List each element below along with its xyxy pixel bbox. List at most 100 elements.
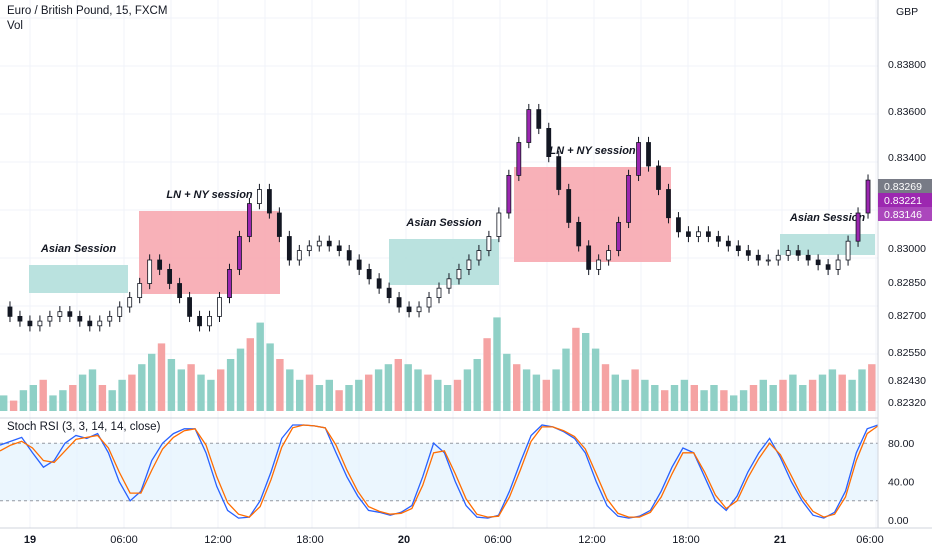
volume-bar bbox=[769, 385, 777, 411]
time-tick: 06:00 bbox=[856, 534, 884, 546]
volume-bar bbox=[868, 364, 876, 411]
volume-bar bbox=[651, 385, 659, 411]
stoch-rsi-title: Stoch RSI (3, 3, 14, 14, close) bbox=[7, 421, 161, 433]
volume-bar bbox=[661, 390, 669, 411]
volume-bar bbox=[799, 385, 807, 411]
candle-body bbox=[586, 245, 592, 270]
candle-body bbox=[715, 236, 721, 242]
volume-bar bbox=[670, 385, 679, 411]
volume-bar bbox=[493, 317, 501, 411]
volume-bar bbox=[789, 374, 797, 411]
candle-body bbox=[486, 236, 492, 251]
volume-bar bbox=[591, 348, 600, 411]
candle-body bbox=[7, 306, 13, 317]
time-tick: 20 bbox=[398, 534, 410, 546]
session-box bbox=[389, 239, 499, 285]
candle-body bbox=[167, 268, 173, 284]
volume-bar bbox=[808, 379, 817, 411]
candle-body bbox=[336, 245, 342, 251]
candle-body bbox=[37, 320, 43, 327]
candle-body bbox=[506, 174, 512, 214]
candle-body bbox=[476, 250, 482, 261]
candle-body bbox=[406, 306, 412, 313]
volume-bar bbox=[335, 390, 343, 411]
candle-body bbox=[346, 250, 352, 261]
candle-body bbox=[636, 142, 641, 176]
stoch-d-line bbox=[0, 424, 879, 518]
volume-label: Vol bbox=[7, 20, 23, 32]
candle-body bbox=[137, 283, 143, 298]
volume-bar bbox=[858, 369, 866, 411]
volume-bar bbox=[394, 359, 402, 411]
candle-body bbox=[257, 189, 262, 204]
candle-body bbox=[266, 189, 272, 214]
candle-body bbox=[177, 283, 182, 298]
candle-body bbox=[47, 315, 53, 322]
candle-body bbox=[606, 250, 612, 261]
session-box bbox=[29, 265, 128, 293]
candle-body bbox=[556, 156, 562, 190]
volume-bar bbox=[246, 338, 254, 411]
volume-bar bbox=[266, 343, 274, 411]
candle-body bbox=[755, 254, 761, 261]
volume-bar bbox=[98, 385, 107, 411]
volume-bar bbox=[700, 390, 708, 411]
volume-bar bbox=[424, 374, 432, 411]
volume-bar bbox=[828, 369, 837, 411]
candle-body bbox=[765, 259, 771, 262]
currency-label: GBP bbox=[893, 6, 922, 18]
volume-bar bbox=[226, 359, 235, 411]
candle-body bbox=[646, 142, 651, 167]
candle-body bbox=[566, 189, 572, 223]
volume-bar bbox=[483, 338, 491, 411]
volume-bar bbox=[9, 400, 18, 411]
candle-body bbox=[326, 240, 332, 247]
volume-bar bbox=[345, 385, 353, 411]
candle-body bbox=[696, 231, 701, 237]
volume-bar bbox=[78, 374, 87, 411]
volume-bar bbox=[621, 379, 629, 411]
time-tick: 18:00 bbox=[672, 534, 700, 546]
price-tick: 0.82700 bbox=[888, 310, 926, 322]
time-tick: 19 bbox=[24, 534, 36, 546]
volume-bar bbox=[39, 379, 47, 411]
volume-bar bbox=[611, 374, 619, 411]
price-badge bbox=[878, 193, 932, 207]
candle-body bbox=[366, 268, 372, 280]
candle-body bbox=[436, 287, 442, 299]
price-tick: 0.82850 bbox=[888, 277, 926, 289]
volume-bar bbox=[463, 369, 472, 411]
candle-body bbox=[705, 231, 711, 237]
candle-body bbox=[576, 221, 582, 247]
volume-bar bbox=[641, 379, 649, 411]
volume-bar bbox=[631, 369, 639, 411]
volume-bar bbox=[532, 374, 541, 411]
session-box bbox=[139, 211, 280, 294]
candle-body bbox=[77, 315, 83, 322]
volume-bar bbox=[69, 385, 77, 411]
candle-body bbox=[217, 297, 222, 317]
candle-body bbox=[416, 306, 422, 313]
candle-body bbox=[526, 109, 532, 143]
time-tick: 06:00 bbox=[110, 534, 138, 546]
volume-bar bbox=[710, 385, 718, 411]
stoch-tick: 40.00 bbox=[888, 477, 914, 489]
volume-bar bbox=[552, 369, 560, 411]
volume-bar bbox=[414, 369, 422, 411]
candle-body bbox=[386, 287, 392, 299]
candle-body bbox=[396, 297, 402, 308]
candle-body bbox=[835, 259, 841, 270]
volume-bar bbox=[0, 395, 8, 411]
candle-body bbox=[656, 165, 661, 190]
candle-body bbox=[426, 297, 432, 308]
volume-bar bbox=[522, 369, 531, 411]
volume-bar bbox=[374, 369, 383, 411]
candle-body bbox=[446, 278, 452, 289]
volume-bar bbox=[453, 379, 462, 411]
candle-body bbox=[97, 320, 103, 327]
session-label: Asian Session bbox=[405, 217, 481, 229]
symbol-title: Euro / British Pound, 15, FXCM bbox=[7, 5, 168, 17]
volume-bar bbox=[167, 359, 176, 411]
volume-bar bbox=[118, 379, 126, 411]
